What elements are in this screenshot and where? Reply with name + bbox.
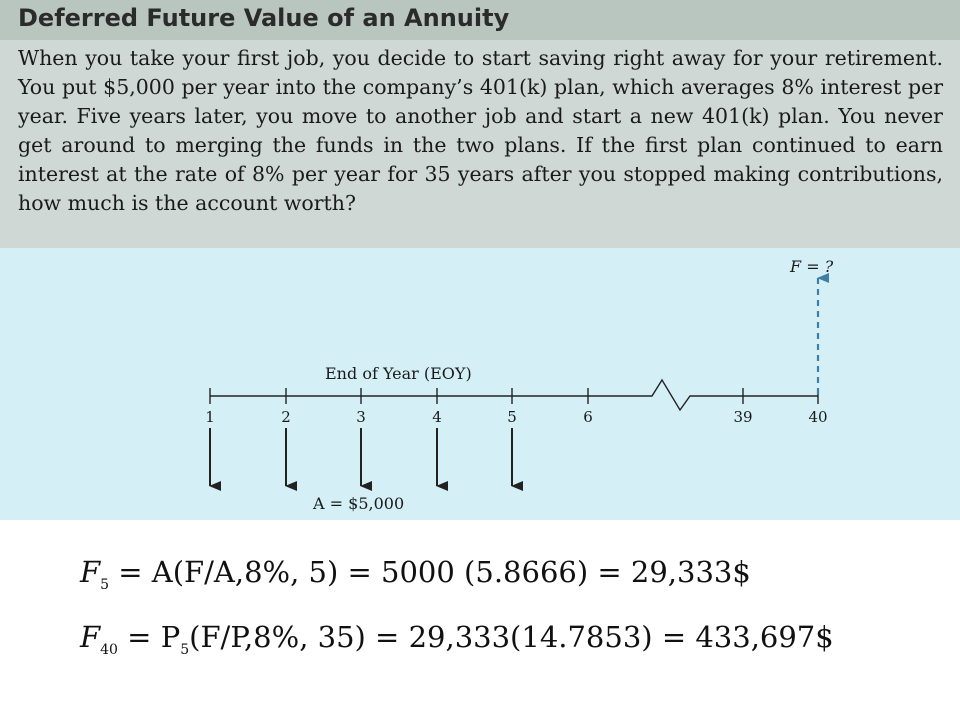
year-label-6: 6 — [583, 408, 593, 426]
problem-text: When you take your first job, you decide… — [18, 46, 943, 215]
year-label-2: 2 — [281, 408, 291, 426]
eq1-sub: 5 — [100, 576, 110, 593]
equation-f5: F5 = A(F/A,8%, 5) = 5000 (5.8666) = 29,3… — [80, 555, 751, 593]
equation-f40: F40 = P5(F/P,8%, 35) = 29,333(14.7853) =… — [80, 620, 834, 658]
problem-panel: Deferred Future Value of an Annuity When… — [0, 0, 960, 248]
deposit-label: A = $5,000 — [312, 494, 404, 513]
eq2-mid: = P — [117, 620, 181, 654]
cash-flow-diagram: End of Year (EOY) 1 2 3 4 5 6 39 40 A = $5,000 … — [0, 248, 960, 520]
year-label-4: 4 — [432, 408, 442, 426]
year-label-1: 1 — [205, 408, 215, 426]
title-bar: Deferred Future Value of an Annuity — [0, 0, 960, 40]
eq1-rhs: = A(F/A,8%, 5) = 5000 (5.8666) = 29,333$ — [109, 555, 751, 589]
axis-title: End of Year (EOY) — [325, 364, 472, 383]
timeline-axis — [210, 378, 818, 412]
eq2-sub: 40 — [100, 641, 118, 658]
problem-title: Deferred Future Value of an Annuity — [18, 4, 510, 32]
year-label-39: 39 — [733, 408, 752, 426]
eq2-mid-sub: 5 — [180, 641, 190, 658]
future-value-label: F = ? — [789, 257, 834, 276]
year-label-3: 3 — [356, 408, 366, 426]
eq1-lhs: F — [80, 555, 101, 589]
year-label-5: 5 — [507, 408, 517, 426]
cash-flow-svg: End of Year (EOY) 1 2 3 4 5 6 39 40 A = $5,000 … — [205, 257, 834, 513]
eq2-rhs: (F/P,8%, 35) = 29,333(14.7853) = 433,697… — [189, 620, 834, 654]
eq2-lhs: F — [80, 620, 101, 654]
year-label-40: 40 — [808, 408, 827, 426]
